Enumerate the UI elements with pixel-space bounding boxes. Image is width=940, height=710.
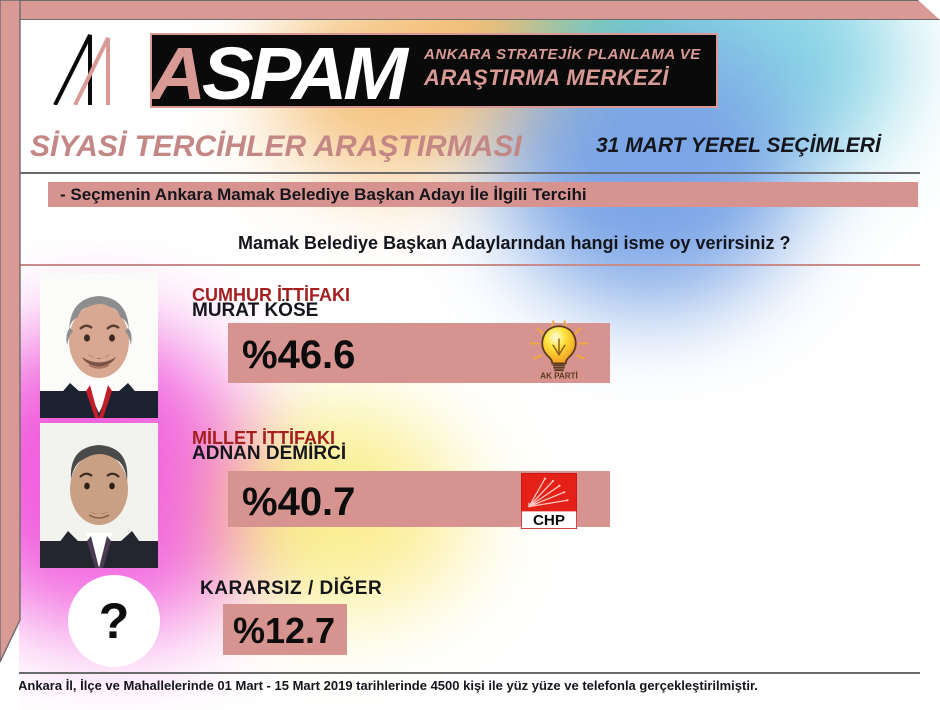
svg-text:CHP: CHP <box>533 512 565 529</box>
svg-text:AK PARTİ: AK PARTİ <box>540 371 577 380</box>
